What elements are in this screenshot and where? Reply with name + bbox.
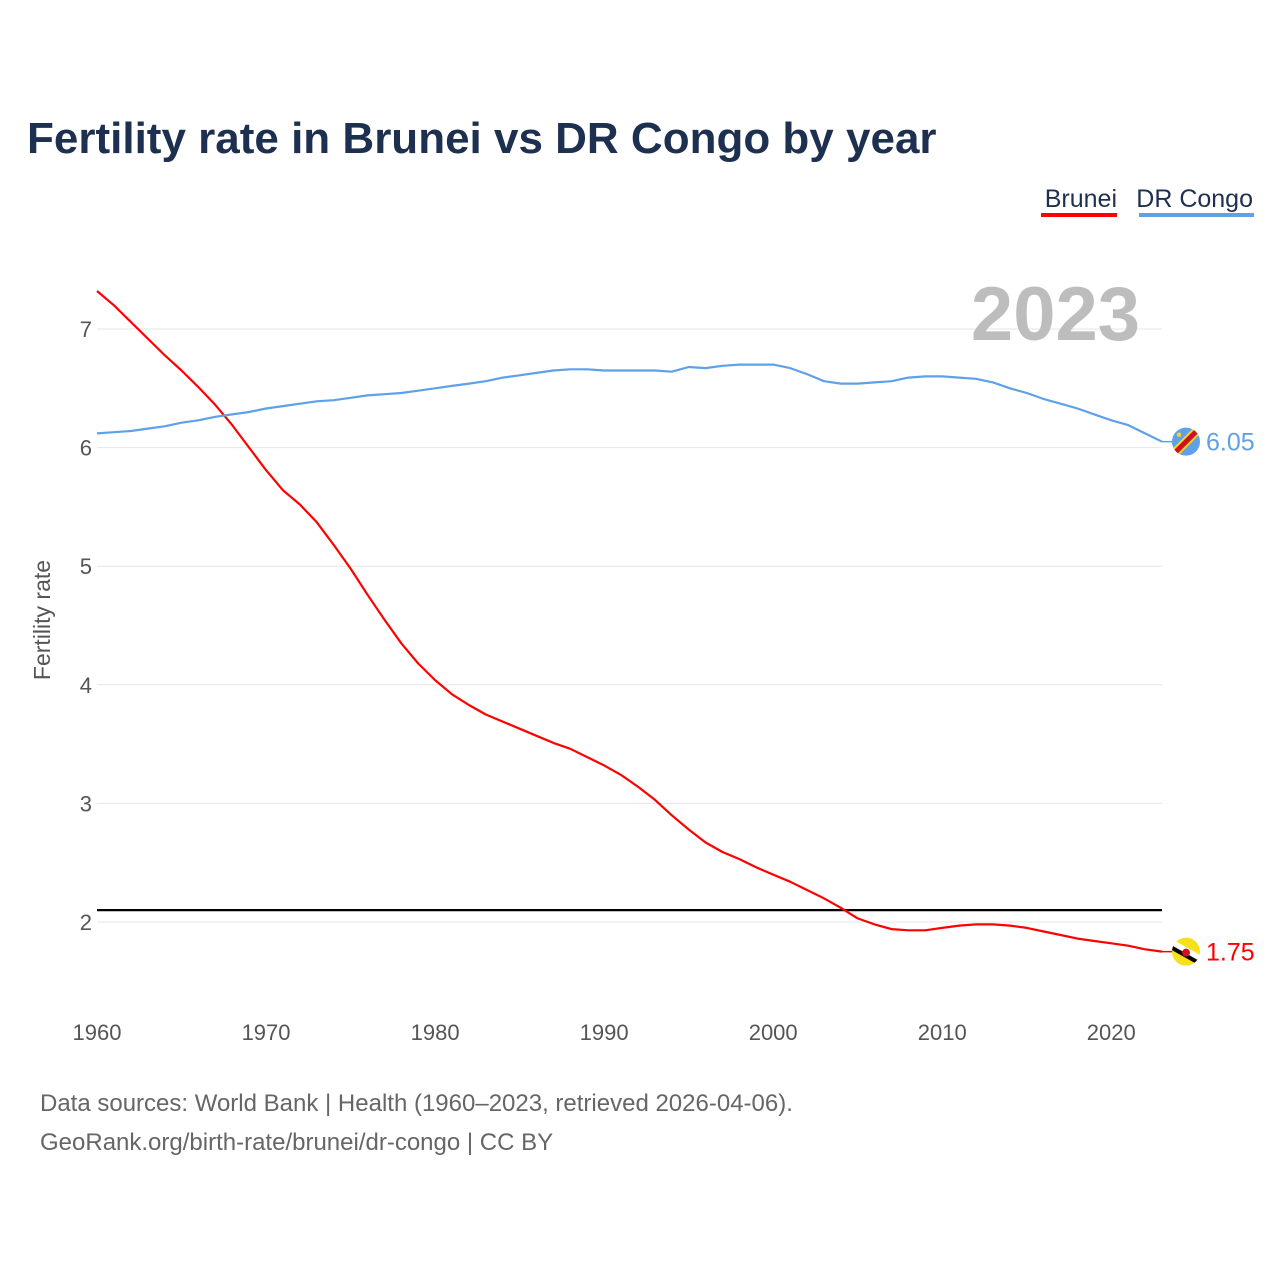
x-tick-label: 1960 bbox=[73, 1020, 122, 1045]
footer-attribution[interactable]: GeoRank.org/birth-rate/brunei/dr-congo |… bbox=[40, 1129, 553, 1156]
y-tick-label: 4 bbox=[80, 673, 92, 698]
flag-brunei-icon bbox=[1172, 937, 1200, 966]
y-tick-label: 5 bbox=[80, 554, 92, 579]
y-axis-label: Fertility rate bbox=[29, 560, 55, 680]
gridlines bbox=[97, 328, 1162, 923]
series-line-dr-congo bbox=[96, 363, 1163, 443]
year-label: 2023 bbox=[971, 272, 1140, 357]
flag-emblem bbox=[1182, 948, 1190, 957]
series-lines bbox=[96, 290, 1163, 953]
flag-dr-congo-icon bbox=[1172, 427, 1200, 456]
x-ticks: 1960 1970 1980 1990 2000 2010 2020 bbox=[73, 1020, 1136, 1045]
x-tick-label: 1990 bbox=[580, 1020, 629, 1045]
legend-brunei-swatch bbox=[1041, 213, 1117, 217]
x-tick-label: 1970 bbox=[242, 1020, 291, 1045]
flag-body bbox=[1172, 937, 1200, 966]
x-tick-label: 2020 bbox=[1087, 1020, 1136, 1045]
end-value-brunei: 1.75 bbox=[1206, 939, 1255, 967]
end-markers: 1.75 6.05 bbox=[1162, 427, 1255, 967]
legend-dr-congo[interactable]: DR Congo bbox=[1136, 185, 1253, 213]
footer-sources: Data sources: World Bank | Health (1960–… bbox=[40, 1090, 793, 1117]
y-tick-label: 6 bbox=[80, 436, 92, 461]
legend-dr-congo-swatch bbox=[1139, 213, 1254, 217]
x-tick-label: 1980 bbox=[411, 1020, 460, 1045]
legend: Brunei DR Congo bbox=[1041, 185, 1254, 217]
y-tick-label: 3 bbox=[80, 791, 92, 816]
y-tick-label: 7 bbox=[80, 317, 92, 342]
y-tick-label: 2 bbox=[80, 910, 92, 935]
series-line-brunei bbox=[96, 290, 1163, 953]
legend-brunei[interactable]: Brunei bbox=[1045, 185, 1117, 213]
x-tick-label: 2010 bbox=[918, 1020, 967, 1045]
flag-body bbox=[1172, 427, 1200, 456]
flag-star bbox=[1176, 432, 1182, 437]
y-ticks: 2 3 4 5 6 7 bbox=[80, 317, 92, 935]
x-tick-label: 2000 bbox=[749, 1020, 798, 1045]
chart-title: Fertility rate in Brunei vs DR Congo by … bbox=[27, 114, 937, 163]
end-value-dr-congo: 6.05 bbox=[1206, 429, 1255, 457]
